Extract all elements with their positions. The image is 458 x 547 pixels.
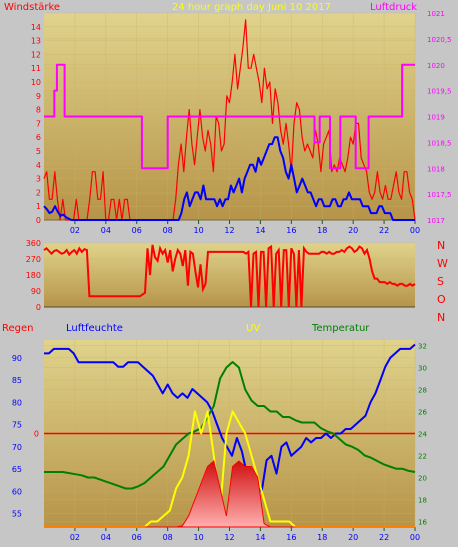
compass-label: N: [437, 311, 445, 324]
wind-x-xtick-label: 02: [70, 226, 80, 235]
wind-x-xtick-label: 10: [193, 226, 203, 235]
temp-y-tick-label: 20: [418, 475, 427, 483]
wind-x-xtick-label: 18: [317, 226, 327, 235]
wind-x-xtick-label: 04: [101, 226, 111, 235]
wind-x-xtick-label: 08: [163, 226, 173, 235]
wind-y-tick-label: 9: [36, 92, 41, 101]
combo-x-xtick-label: 02: [70, 533, 80, 542]
rain-axis-label: 0: [34, 430, 39, 439]
wind-y-tick-label: 7: [36, 119, 41, 128]
pressure-y-tick-label: 1018: [427, 165, 445, 173]
wind-y-tick-label: 12: [31, 50, 41, 59]
wind-y-tick-label: 11: [31, 64, 41, 73]
rain-legend: Regen: [2, 323, 34, 334]
humidity-y-tick-label: 70: [12, 443, 22, 452]
temp-y-tick-label: 22: [418, 453, 427, 461]
wind-y-tick-label: 5: [36, 147, 41, 156]
humidity-y-tick-label: 65: [12, 465, 22, 474]
temp-y-tick-label: 32: [418, 343, 427, 351]
humidity-y-tick-label: 55: [12, 510, 22, 519]
wind-x-xtick-label: 06: [132, 226, 142, 235]
wind-x-xtick-label: 22: [379, 226, 389, 235]
combo-x-xtick-label: 00: [410, 533, 420, 542]
wind-y-tick-label: 10: [31, 78, 41, 87]
compass-label: N: [437, 239, 445, 252]
combo-x-xtick-label: 12: [224, 533, 234, 542]
compass-label: O: [437, 293, 446, 306]
pressure-y-tick-label: 1017: [427, 217, 445, 225]
pressure-y-tick-label: 1020: [427, 62, 445, 70]
combo-x-xtick-label: 06: [132, 533, 142, 542]
wind-y-tick-label: 1: [36, 202, 41, 211]
direction-y-tick-label: 360: [26, 239, 41, 248]
pressure-y-tick-label: 1018,5: [427, 139, 452, 147]
temp-y-tick-label: 26: [418, 409, 427, 417]
temp-y-tick-label: 30: [418, 365, 427, 373]
wind-x-xtick-label: 12: [224, 226, 234, 235]
humidity-legend: Luftfeuchte: [66, 323, 123, 334]
temperature-legend: Temperatur: [311, 323, 370, 334]
compass-label: S: [437, 275, 444, 288]
wind-y-tick-label: 8: [36, 106, 41, 115]
humidity-y-tick-label: 80: [12, 398, 22, 407]
wind-x-xtick-label: 16: [286, 226, 296, 235]
humidity-y-tick-label: 60: [12, 487, 22, 496]
uv-legend: UV: [246, 323, 260, 334]
combo-x-xtick-label: 18: [317, 533, 327, 542]
wind-y-tick-label: 0: [36, 216, 41, 225]
combo-x-xtick-label: 14: [255, 533, 265, 542]
direction-y-tick-label: 180: [26, 271, 41, 280]
combo-x-xtick-label: 04: [101, 533, 111, 542]
combo-x-xtick-label: 20: [348, 533, 358, 542]
wind-x-xtick-label: 00: [410, 226, 420, 235]
wind-axis-title: Windstärke: [4, 2, 60, 13]
humidity-y-tick-label: 75: [12, 421, 22, 430]
humidity-y-tick-label: 90: [12, 354, 22, 363]
combo-x-xtick-label: 22: [379, 533, 389, 542]
temp-y-tick-label: 28: [418, 387, 427, 395]
pressure-axis-title: Luftdruck: [370, 2, 417, 13]
pressure-y-tick-label: 1021: [427, 10, 445, 18]
direction-y-tick-label: 90: [31, 287, 41, 296]
compass-label: W: [437, 257, 448, 270]
wind-y-tick-label: 2: [36, 188, 41, 197]
pressure-y-tick-label: 1020,5: [427, 36, 452, 44]
pressure-y-tick-label: 1017,5: [427, 191, 452, 199]
combo-x-xtick-label: 16: [286, 533, 296, 542]
wind-y-tick-label: 14: [31, 23, 41, 32]
direction-y-tick-label: 270: [26, 255, 41, 264]
wind-y-tick-label: 4: [36, 161, 41, 170]
combo-x-xtick-label: 08: [163, 533, 173, 542]
wind-y-tick-label: 3: [36, 175, 41, 184]
wind-x-xtick-label: 20: [348, 226, 358, 235]
direction-y-tick-label: 0: [36, 303, 41, 312]
temp-y-tick-label: 24: [418, 431, 427, 439]
temp-y-tick-label: 16: [418, 519, 427, 527]
pressure-y-tick-label: 1019,5: [427, 88, 452, 96]
temp-y-tick-label: 18: [418, 497, 427, 505]
wind-x-xtick-label: 14: [255, 226, 265, 235]
combo-x-xtick-label: 10: [193, 533, 203, 542]
chart-title: 24 hour graph day Juni 10 2017: [172, 2, 331, 13]
wind-y-tick-label: 13: [31, 37, 41, 46]
pressure-y-tick-label: 1019: [427, 114, 445, 122]
wind-y-tick-label: 6: [36, 133, 41, 142]
humidity-y-tick-label: 85: [12, 376, 22, 385]
